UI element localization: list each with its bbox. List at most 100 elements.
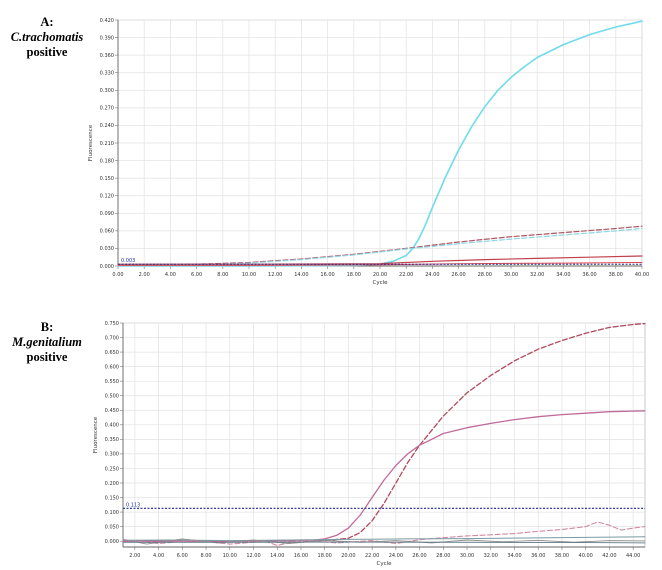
chart-a-x-tick-label: 36.00 <box>582 272 596 278</box>
chart-b-y-tick-label: 0.600 <box>105 364 119 370</box>
panel-a-status: positive <box>26 45 68 59</box>
chart-a-x-tick-label: 28.00 <box>478 272 492 278</box>
chart-a-y-tick-label: 0.240 <box>100 123 114 129</box>
panel-a-organism: C.trachomatis <box>10 30 84 44</box>
chart-a-x-tick-label: 40.00 <box>635 272 649 278</box>
chart-b-y-tick-label: 0.050 <box>105 524 119 530</box>
chart-b-y-tick-label: 0.450 <box>105 408 119 414</box>
chart-a-x-tick-label: 26.00 <box>451 272 465 278</box>
panel-a: A: C.trachomatis positive 0.00 2.00 4.00 6.… <box>6 15 649 285</box>
panel-a-letter: A: <box>40 15 54 29</box>
panel-b-organism: M.genitalium <box>12 335 82 349</box>
chart-a-y-tick-label: 0.330 <box>100 71 114 77</box>
chart-b-y-tick-label: 0.500 <box>105 394 119 400</box>
chart-a-x-tick-label: 18.00 <box>347 272 361 278</box>
chart-a-threshold-label: 0.003 <box>121 258 135 264</box>
chart-b-y-tick-label: 0.650 <box>105 350 119 356</box>
chart-b-series-6-line <box>122 541 646 544</box>
chart-a-y-tick-label: 0.390 <box>100 35 114 41</box>
chart-a-x-tick-label: 12.00 <box>268 272 282 278</box>
chart-b-x-tick-label: 14.00 <box>270 553 284 559</box>
panel-b-label: B: M.genitalium positive <box>6 320 88 365</box>
chart-b-x-tick-label: 34.00 <box>507 553 521 559</box>
chart-b-y-tick-label: 0.550 <box>105 379 119 385</box>
chart-a-x-tick-label: 6.00 <box>191 272 202 278</box>
chart-a-x-tick-label: 20.00 <box>373 272 387 278</box>
chart-a-y-tick-label: 0.300 <box>100 88 114 94</box>
chart-b-y-tick-label: 0.100 <box>105 510 119 516</box>
chart-b-plot-area <box>122 322 646 548</box>
chart-b-x-tick-label: 44.00 <box>626 553 640 559</box>
chart-a-y-tick-label: 0.120 <box>100 194 114 200</box>
chart-a-x-tick-label: 4.00 <box>165 272 176 278</box>
panel-b-status: positive <box>26 350 68 364</box>
chart-a-x-tick-label: 14.00 <box>294 272 308 278</box>
chart-a-x-tick-label: 8.00 <box>217 272 228 278</box>
chart-a-y-axis-title: Fluorescence <box>88 124 94 161</box>
chart-a-y-tick-label: 0.180 <box>100 158 114 164</box>
chart-a-x-tick-label: 2.00 <box>139 272 150 278</box>
chart-b-x-tick-label: 8.00 <box>200 553 211 559</box>
chart-b-x-tick-label: 24.00 <box>389 553 403 559</box>
chart-a-y-tick-label: 0.270 <box>100 106 114 112</box>
chart-a-y-tick-label: 0.060 <box>100 229 114 235</box>
chart-a-series-1-line <box>117 20 643 267</box>
chart-a-x-tick-label: 38.00 <box>609 272 623 278</box>
chart-a-x-tick-label: 16.00 <box>320 272 334 278</box>
chart-b-x-tick-label: 40.00 <box>579 553 593 559</box>
chart-b-x-tick-label: 20.00 <box>341 553 355 559</box>
chart-b-threshold-label: 0.113 <box>126 502 140 508</box>
chart-a-series-4-line <box>117 255 643 265</box>
chart-b-series-5-line <box>122 538 646 545</box>
chart-b-series-4-line <box>122 536 646 542</box>
chart-b-x-tick-label: 10.00 <box>223 553 237 559</box>
chart-a-y-tick-label: 0.210 <box>100 141 114 147</box>
chart-b-x-tick-label: 2.00 <box>129 553 140 559</box>
chart-b-y-tick-label: 0.400 <box>105 423 119 429</box>
chart-b-x-tick-label: 18.00 <box>318 553 332 559</box>
chart-a-qpcr-amplification: 0.00 2.00 4.00 6.00 8.00 10.00 12.00 14.00 16.00… <box>88 18 649 285</box>
chart-b-x-axis-title: Cycle <box>376 561 392 567</box>
chart-a-x-tick-label: 32.00 <box>530 272 544 278</box>
chart-a-x-tick-label: 24.00 <box>425 272 439 278</box>
chart-b-y-tick-label: 0.250 <box>105 466 119 472</box>
chart-b-y-tick-label: 0.200 <box>105 481 119 487</box>
chart-b-x-tick-label: 36.00 <box>531 553 545 559</box>
chart-b-y-tick-label: 0.000 <box>105 539 119 545</box>
chart-b-x-tick-label: 4.00 <box>153 553 164 559</box>
chart-b-x-tick-label: 26.00 <box>412 553 426 559</box>
chart-a-y-tick-label: 0.090 <box>100 211 114 217</box>
panel-b: B: M.genitalium positive 2.00 4.00 6.00 8.0… <box>0 285 662 570</box>
chart-b-x-tick-label: 12.00 <box>246 553 260 559</box>
chart-b-y-tick-label: 0.150 <box>105 495 119 501</box>
chart-a-y-tick-label: 0.420 <box>100 18 114 24</box>
chart-a-y-tick-label: 0.150 <box>100 176 114 182</box>
chart-b-y-axis-title: Fluorescence <box>93 416 99 453</box>
chart-b-x-tick-label: 30.00 <box>460 553 474 559</box>
panel-b-letter: B: <box>40 320 54 334</box>
chart-b-series-1-line <box>122 322 646 542</box>
chart-b-x-tick-label: 42.00 <box>602 553 616 559</box>
panel-a-label: A: C.trachomatis positive <box>6 15 88 60</box>
chart-a-x-tick-label: 0.00 <box>112 272 123 278</box>
chart-b-y-tick-label: 0.700 <box>105 335 119 341</box>
chart-a-x-tick-label: 30.00 <box>504 272 518 278</box>
chart-a-x-tick-label: 10.00 <box>242 272 256 278</box>
chart-b-qpcr-amplification: 2.00 4.00 6.00 8.00 10.00 12.00 14.00 16.00 18.0… <box>93 321 646 567</box>
chart-a-y-tick-label: 0.000 <box>100 264 114 270</box>
chart-a-x-tick-label: 34.00 <box>556 272 570 278</box>
chart-b-y-tick-label: 0.300 <box>105 452 119 458</box>
chart-a-x-axis-title: Cycle <box>372 280 388 285</box>
chart-b-x-tick-label: 28.00 <box>436 553 450 559</box>
chart-b-series-2-line <box>122 410 646 542</box>
chart-b-y-tick-label: 0.750 <box>105 321 119 327</box>
chart-a-y-tick-label: 0.030 <box>100 246 114 252</box>
chart-b-x-tick-label: 16.00 <box>294 553 308 559</box>
chart-b-y-tick-label: 0.350 <box>105 437 119 443</box>
chart-a-x-tick-label: 22.00 <box>399 272 413 278</box>
chart-b-x-tick-label: 22.00 <box>365 553 379 559</box>
chart-a-y-tick-label: 0.360 <box>100 53 114 59</box>
chart-b-x-tick-label: 38.00 <box>555 553 569 559</box>
chart-b-x-tick-label: 6.00 <box>177 553 188 559</box>
chart-b-x-tick-label: 32.00 <box>484 553 498 559</box>
